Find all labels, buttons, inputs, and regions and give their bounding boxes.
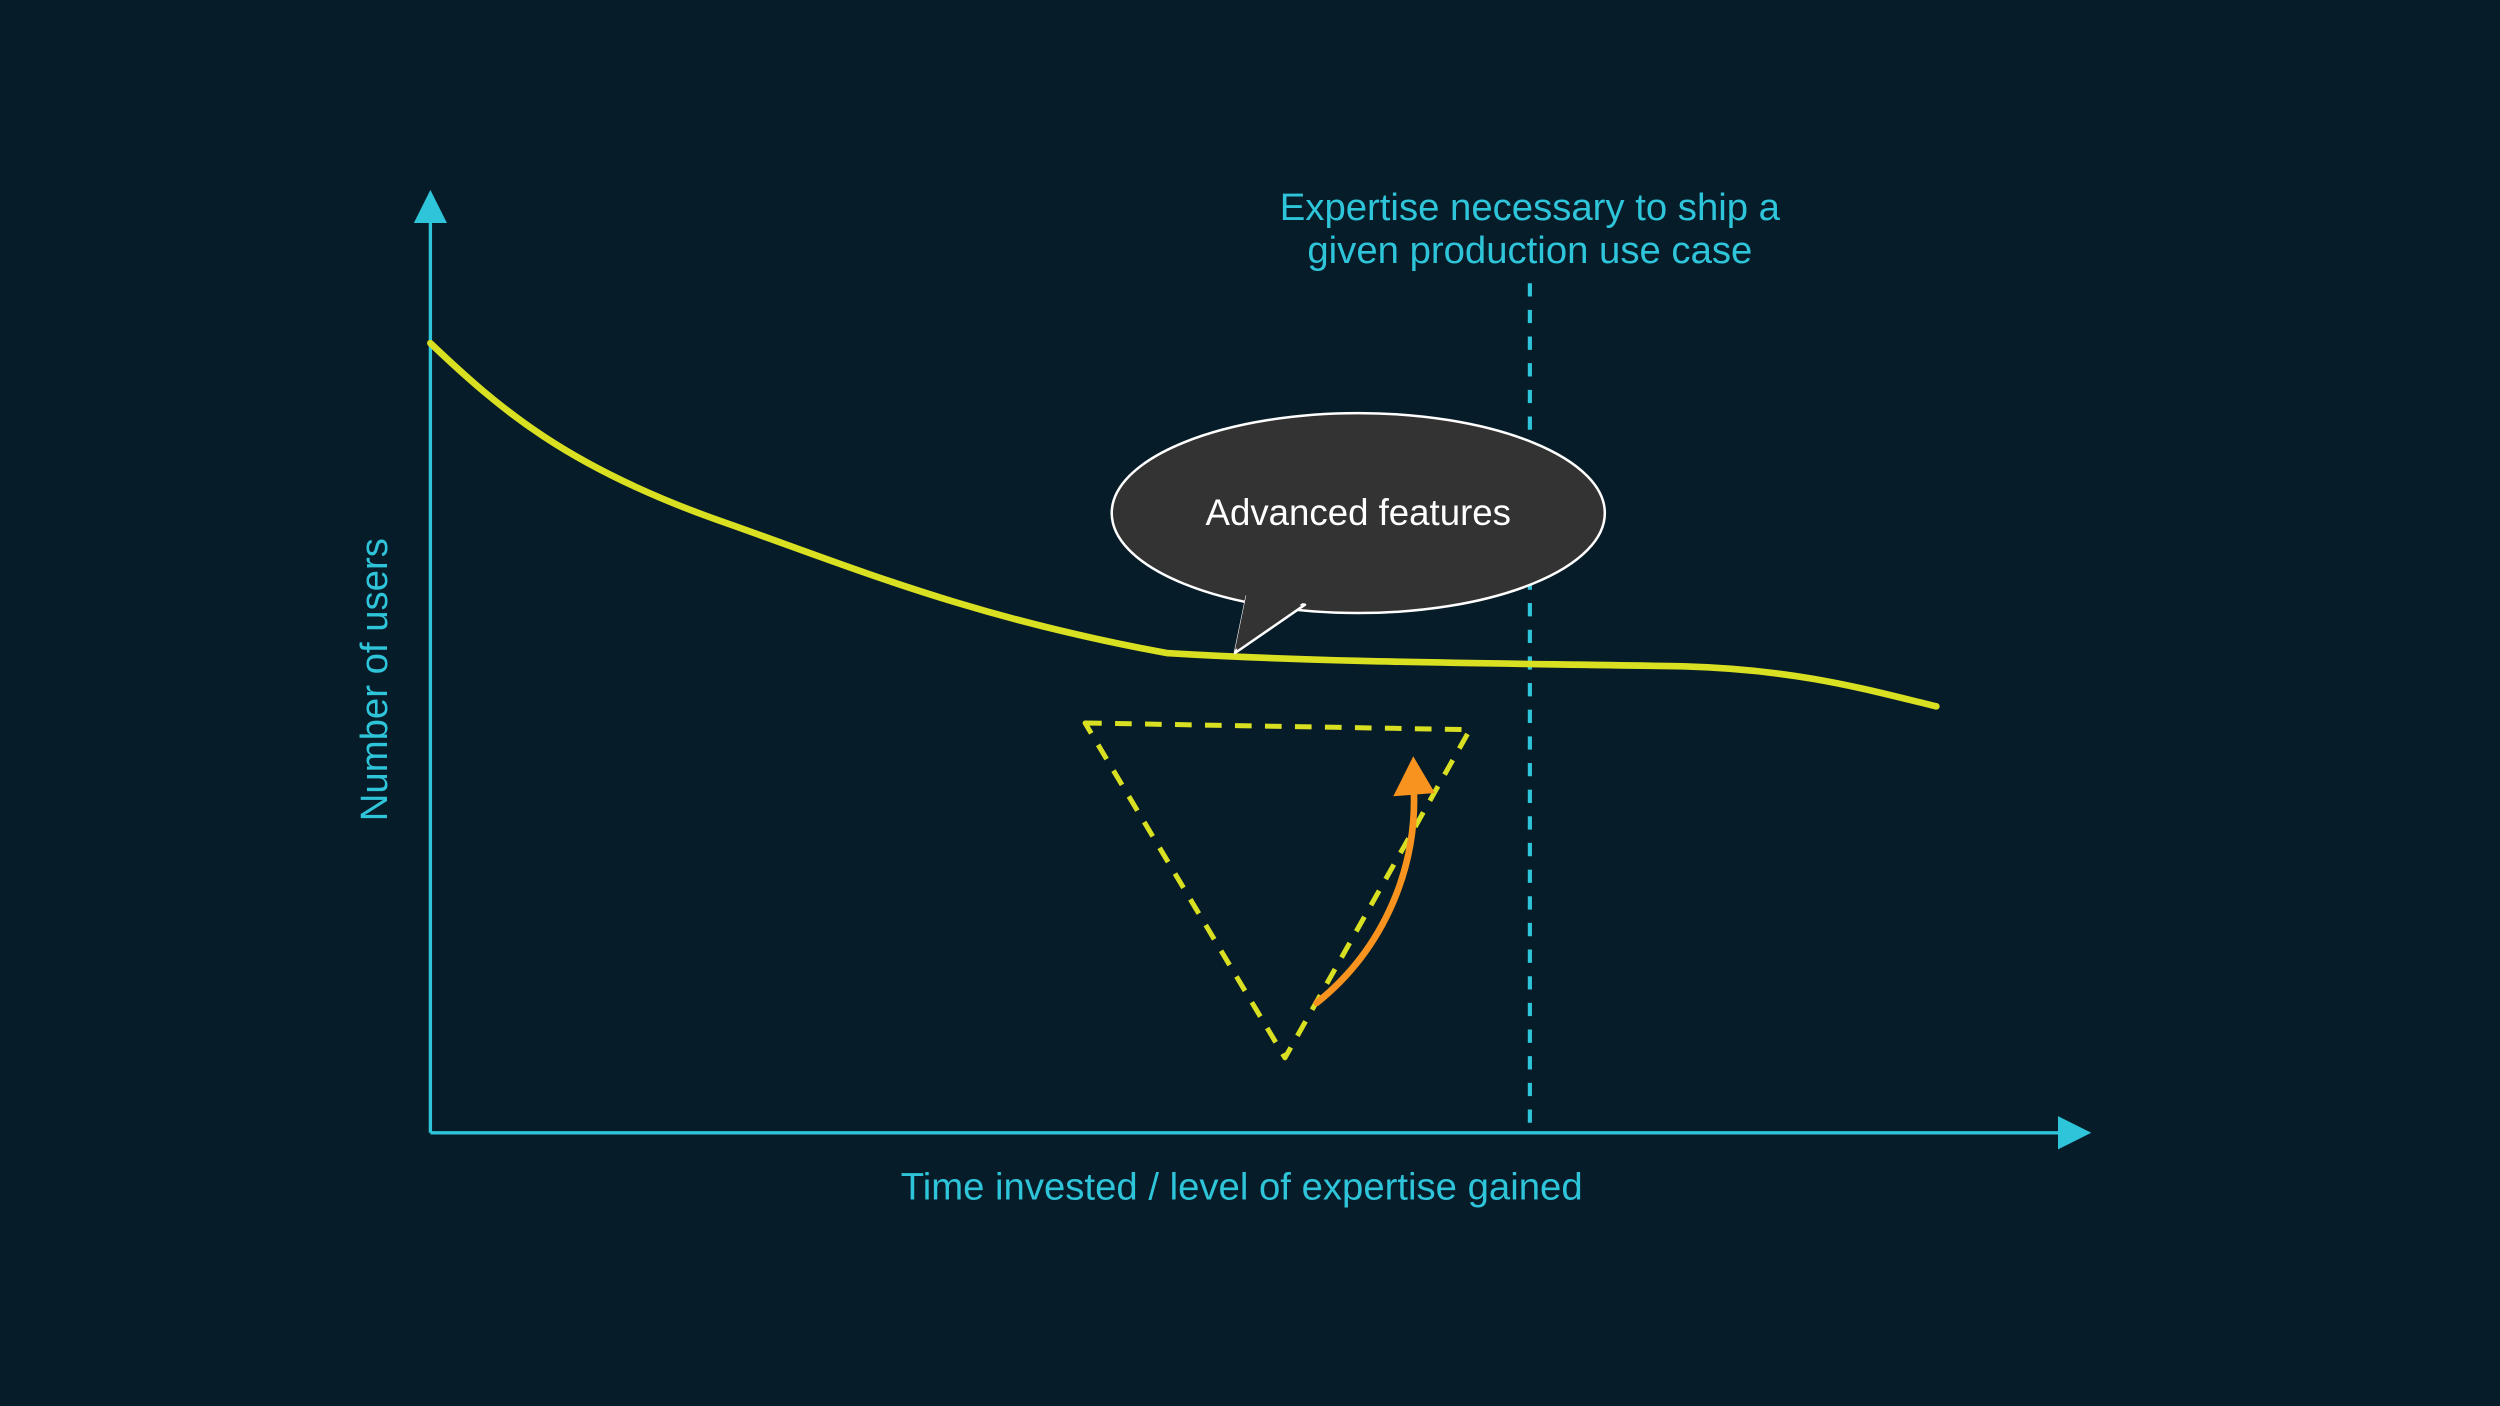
bubble-label: Advanced features xyxy=(1206,492,1511,533)
x-axis-label: Time invested / level of expertise gaine… xyxy=(901,1165,1583,1208)
advanced-features-bubble: Advanced features xyxy=(1112,413,1605,653)
expertise-curve-chart: Time invested / level of expertise gaine… xyxy=(0,0,2500,1406)
callout-arrow xyxy=(1317,780,1414,1003)
y-axis-label: Number of users xyxy=(353,538,396,821)
callout-arrow-head xyxy=(1393,756,1435,796)
expertise-threshold-label: Expertise necessary to ship agiven produ… xyxy=(1280,186,1781,272)
